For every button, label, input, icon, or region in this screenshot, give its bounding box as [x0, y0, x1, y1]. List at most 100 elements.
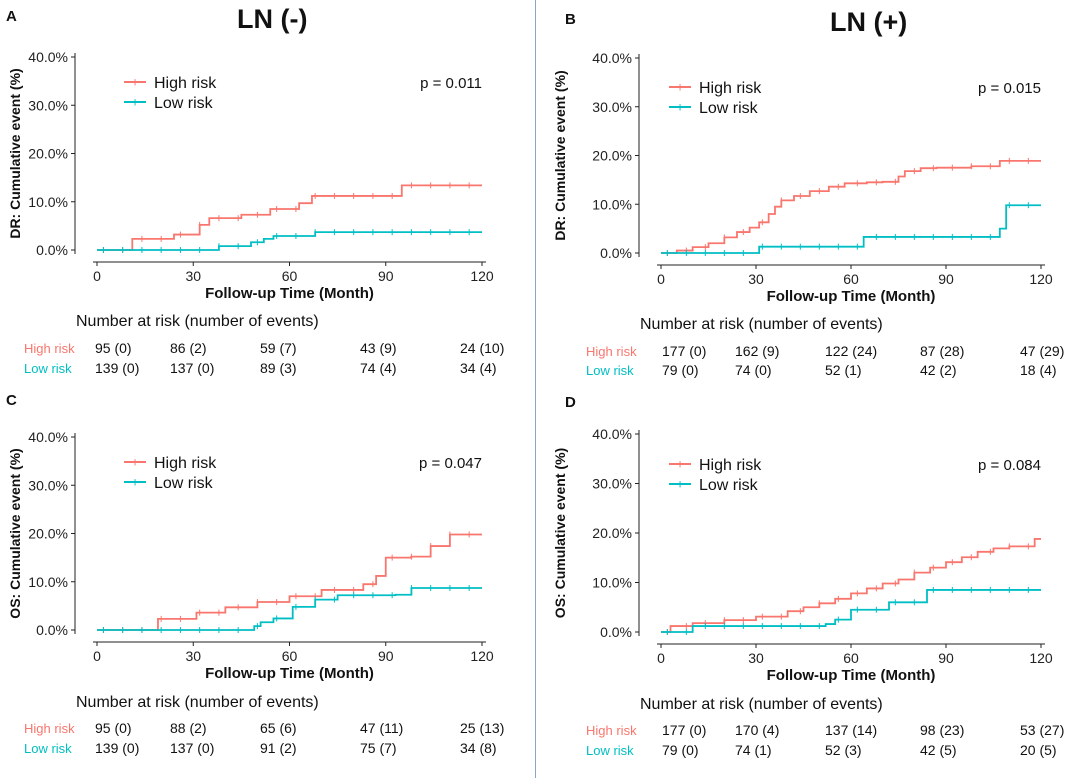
risk-table-title: Number at risk (number of events): [76, 313, 319, 330]
risk-cell: 98 (23): [920, 722, 965, 738]
risk-cell: 95 (0): [95, 720, 132, 736]
chart-panel-b: 0.0% 10.0% 20.0% 30.0% 40.0% DR: Cumulative e…: [552, 50, 1053, 305]
legend-label-low: Low risk: [154, 95, 214, 112]
risk-cell: 53 (27): [1020, 722, 1065, 738]
risk-cell: 137 (14): [825, 722, 878, 738]
legend-label-high: High risk: [154, 75, 217, 92]
y-tick-label: 30.0%: [28, 477, 68, 493]
y-tick-label: 30.0%: [592, 476, 632, 492]
panel-label-b: B: [565, 11, 576, 28]
risk-cell: 86 (2): [170, 340, 207, 356]
x-tick-label: 0: [93, 648, 101, 664]
y-tick-label: 20.0%: [592, 148, 632, 164]
risk-cell: 18 (4): [1020, 362, 1057, 378]
risk-cell: 95 (0): [95, 340, 132, 356]
risk-row-label-low: Low risk: [586, 363, 634, 378]
legend-label-low: Low risk: [699, 100, 759, 117]
legend-censor-mark: +: [131, 455, 139, 470]
x-tick-label: 0: [657, 650, 665, 666]
risk-cell: 24 (10): [460, 340, 505, 356]
risk-cell: 47 (11): [360, 720, 404, 736]
y-tick-label: 0.0%: [36, 242, 68, 258]
risk-cell: 137 (0): [170, 740, 215, 756]
risk-cell: 122 (24): [825, 343, 878, 359]
risk-cell: 25 (13): [460, 720, 505, 736]
y-axis-label: DR: Cumulative event (%): [552, 70, 568, 240]
risk-row-label-high: High risk: [586, 344, 637, 359]
chart-panel-d: 0.0% 10.0% 20.0% 30.0% 40.0% OS: Cumulative e…: [552, 426, 1053, 684]
x-axis-label: Follow-up Time (Month): [205, 665, 374, 682]
legend-censor-mark: +: [676, 477, 684, 492]
risk-table-title: Number at risk (number of events): [76, 694, 319, 711]
x-tick-label: 60: [843, 271, 859, 287]
legend-label-high: High risk: [154, 455, 217, 472]
risk-cell: 87 (28): [920, 343, 965, 359]
x-tick-label: 30: [748, 271, 764, 287]
chart-panel-c: 0.0% 10.0% 20.0% 30.0% 40.0% OS: Cumulative e…: [7, 429, 494, 682]
x-tick-label: 60: [843, 650, 859, 666]
x-tick-label: 0: [93, 268, 101, 284]
y-axis-label: OS: Cumulative event (%): [7, 448, 23, 618]
risk-cell: 59 (7): [260, 340, 297, 356]
legend-label-low: Low risk: [154, 475, 214, 492]
risk-row-label-low: Low risk: [586, 743, 634, 758]
series-low-risk-line: [97, 231, 482, 251]
x-tick-label: 120: [470, 268, 494, 284]
y-tick-label: 40.0%: [592, 50, 632, 66]
y-tick-label: 40.0%: [28, 429, 68, 445]
legend-censor-mark: +: [131, 475, 139, 490]
risk-cell: 74 (4): [360, 360, 397, 376]
series-high-risk-line: [661, 538, 1041, 633]
x-tick-label: 120: [1029, 271, 1053, 287]
series-low-risk-line: [661, 204, 1041, 254]
risk-cell: 75 (7): [360, 740, 397, 756]
x-tick-label: 30: [748, 650, 764, 666]
risk-cell: 74 (1): [735, 742, 772, 758]
x-tick-label: 90: [938, 650, 954, 666]
risk-cell: 20 (5): [1020, 742, 1057, 758]
x-tick-label: 60: [282, 268, 298, 284]
y-tick-label: 20.0%: [28, 146, 68, 162]
risk-cell: 177 (0): [662, 722, 707, 738]
risk-cell: 88 (2): [170, 720, 207, 736]
panel-label-d: D: [565, 394, 576, 411]
x-tick-label: 0: [657, 271, 665, 287]
x-tick-label: 30: [185, 648, 201, 664]
panel-label-a: A: [6, 8, 17, 25]
risk-cell: 52 (3): [825, 742, 862, 758]
x-tick-label: 30: [185, 268, 201, 284]
x-axis-label: Follow-up Time (Month): [767, 667, 936, 684]
series-high-risk-line: [661, 159, 1041, 254]
x-axis-label: Follow-up Time (Month): [205, 285, 374, 302]
y-tick-label: 10.0%: [28, 194, 68, 210]
x-tick-label: 120: [1029, 650, 1053, 666]
risk-cell: 91 (2): [260, 740, 297, 756]
header-ln-positive: LN (+): [830, 7, 908, 37]
risk-cell: 162 (9): [735, 343, 780, 359]
p-value: p = 0.015: [978, 80, 1041, 97]
legend-censor-mark: +: [131, 75, 139, 90]
legend-censor-mark: +: [676, 80, 684, 95]
y-tick-label: 10.0%: [28, 574, 68, 590]
y-tick-label: 40.0%: [592, 426, 632, 442]
risk-cell: 89 (3): [260, 360, 297, 376]
series-low-risk-line: [97, 587, 482, 631]
column-divider: [535, 0, 536, 778]
y-tick-label: 10.0%: [592, 196, 632, 212]
risk-cell: 42 (2): [920, 362, 957, 378]
y-tick-label: 0.0%: [36, 622, 68, 638]
risk-table-title: Number at risk (number of events): [640, 316, 883, 333]
series-low-risk-line: [661, 589, 1041, 633]
risk-cell: 34 (4): [460, 360, 497, 376]
p-value: p = 0.047: [419, 455, 482, 472]
x-tick-label: 120: [470, 648, 494, 664]
y-tick-label: 20.0%: [592, 525, 632, 541]
risk-cell: 52 (1): [825, 362, 862, 378]
risk-cell: 47 (29): [1020, 343, 1065, 359]
y-tick-label: 20.0%: [28, 526, 68, 542]
risk-cell: 79 (0): [662, 362, 699, 378]
x-tick-label: 90: [378, 268, 394, 284]
risk-cell: 34 (8): [460, 740, 497, 756]
risk-table-title: Number at risk (number of events): [640, 696, 883, 713]
